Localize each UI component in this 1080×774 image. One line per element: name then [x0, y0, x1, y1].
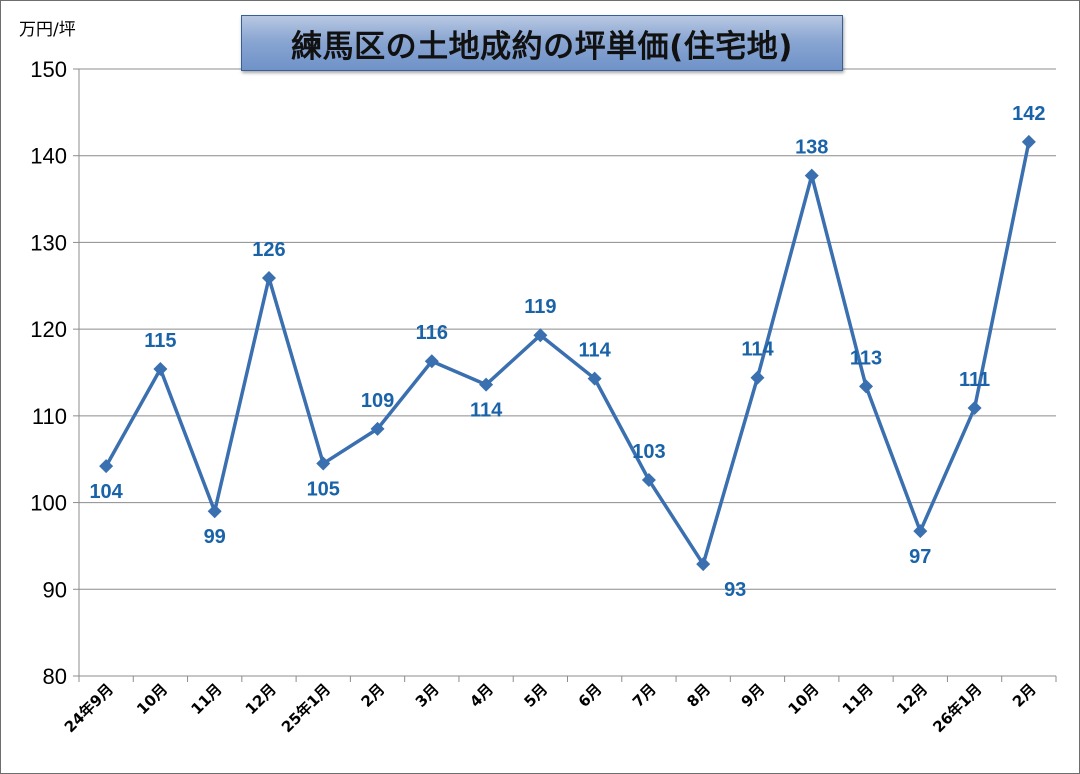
data-label: 119: [524, 296, 556, 318]
data-label: 142: [1012, 103, 1045, 125]
data-label: 105: [307, 479, 340, 501]
x-tick-label: 10月: [784, 680, 822, 718]
y-tick-label: 140: [30, 144, 67, 169]
data-point-marker: [1021, 134, 1036, 149]
x-tick-label: 12月: [893, 680, 931, 718]
data-point-marker: [370, 421, 385, 436]
data-label: 99: [204, 526, 226, 548]
y-tick-label: 100: [30, 491, 67, 516]
y-tick-label: 120: [30, 317, 67, 342]
data-point-marker: [261, 270, 276, 285]
data-label: 93: [724, 579, 746, 601]
chart-title-box: 練馬区の土地成約の坪単価(住宅地): [241, 15, 843, 71]
data-label: 113: [850, 347, 882, 369]
y-tick-label: 90: [43, 577, 67, 602]
x-tick-label: 9月: [738, 680, 769, 711]
x-tick-label: 7月: [629, 680, 660, 711]
data-label: 114: [579, 340, 612, 362]
x-tick-label: 3月: [412, 680, 443, 711]
data-point-marker: [316, 456, 331, 471]
y-tick-label: 150: [30, 57, 67, 82]
x-tick-label: 4月: [466, 680, 497, 711]
y-tick-label: 80: [43, 664, 67, 689]
data-point-marker: [153, 362, 168, 377]
x-tick-label: 6月: [575, 680, 606, 711]
x-tick-label: 24年9月: [61, 680, 117, 736]
data-point-marker: [804, 168, 819, 183]
data-label: 109: [361, 390, 394, 412]
x-tick-label: 12月: [242, 680, 280, 718]
x-tick-label: 11月: [187, 680, 225, 718]
data-point-marker: [641, 473, 656, 488]
data-point-marker: [207, 504, 222, 519]
data-label: 114: [741, 339, 774, 361]
data-label: 138: [795, 137, 828, 159]
y-axis-unit-label: 万円/坪: [19, 20, 76, 40]
data-point-marker: [533, 328, 548, 343]
data-point-marker: [587, 371, 602, 386]
data-point-marker: [967, 401, 982, 416]
x-tick-label: 5月: [520, 680, 551, 711]
data-point-marker: [696, 557, 711, 572]
data-label: 126: [252, 239, 285, 261]
x-tick-label: 26年1月: [929, 680, 985, 736]
data-label: 103: [632, 441, 665, 463]
data-point-marker: [479, 377, 494, 392]
series-line: [104, 141, 1031, 566]
data-point-marker: [424, 354, 439, 369]
x-tick-label: 2月: [1009, 680, 1040, 711]
x-tick-label: 25年1月: [278, 680, 334, 736]
data-label: 114: [470, 400, 503, 422]
x-tick-label: 11月: [839, 680, 877, 718]
y-tick-label: 130: [30, 230, 67, 255]
data-label: 111: [959, 369, 990, 391]
data-label: 116: [416, 322, 448, 344]
data-label: 115: [144, 330, 176, 352]
y-tick-label: 110: [32, 404, 67, 429]
data-label: 97: [909, 546, 931, 568]
data-point-marker: [859, 379, 874, 394]
x-tick-label: 2月: [358, 680, 389, 711]
data-point-marker: [913, 524, 928, 539]
x-tick-label: 10月: [133, 680, 171, 718]
data-label: 104: [89, 481, 123, 503]
data-point-marker: [750, 370, 765, 385]
chart-title: 練馬区の土地成約の坪単価(住宅地): [291, 28, 793, 65]
x-tick-label: 8月: [683, 680, 714, 711]
data-point-marker: [99, 459, 114, 474]
